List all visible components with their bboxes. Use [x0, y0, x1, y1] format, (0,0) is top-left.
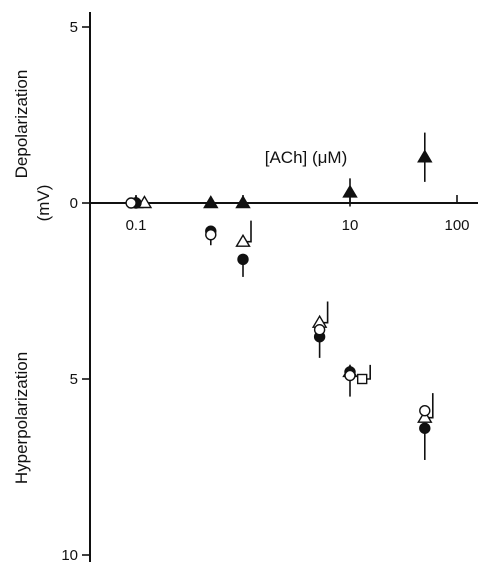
x-tick-label: 0.1	[126, 217, 147, 234]
x-axis-label: [ACh] (μM)	[265, 148, 348, 167]
y-tick-label: 10	[61, 547, 78, 564]
y-tick-label: 5	[70, 19, 78, 36]
error-bar	[321, 301, 329, 324]
filled-triangle-point	[417, 149, 433, 163]
filled-circle-point	[237, 253, 249, 266]
open-circle-point	[344, 369, 356, 382]
open-circle-point	[419, 404, 431, 417]
open-circle-point	[205, 228, 217, 241]
error-bar	[245, 220, 252, 243]
y-tick-label: 0	[70, 195, 78, 212]
y-axis-label-depolarization: Depolarization	[12, 70, 31, 179]
y-tick-label: 5	[70, 371, 78, 388]
filled-circle-point	[419, 422, 431, 434]
data-points	[125, 132, 434, 460]
x-tick-label: 100	[444, 217, 469, 234]
open-circle-point	[313, 324, 326, 336]
y-ticks: 5 0 5 10	[61, 19, 90, 564]
x-tick-label: 10	[342, 217, 359, 234]
open-square-point	[356, 373, 368, 385]
filled-triangle-point	[235, 195, 251, 209]
filled-triangle-point	[203, 195, 219, 209]
y-axis-label-hyperpolarization: Hyperpolarization	[12, 352, 31, 484]
y-axis-label-unit: (mV)	[34, 185, 53, 222]
open-triangle-point	[417, 409, 433, 423]
x-ticks: 0.1 10 100	[126, 195, 470, 234]
open-circle-point	[125, 197, 137, 209]
filled-triangle-point	[342, 184, 358, 198]
open-triangle-point	[235, 233, 251, 247]
